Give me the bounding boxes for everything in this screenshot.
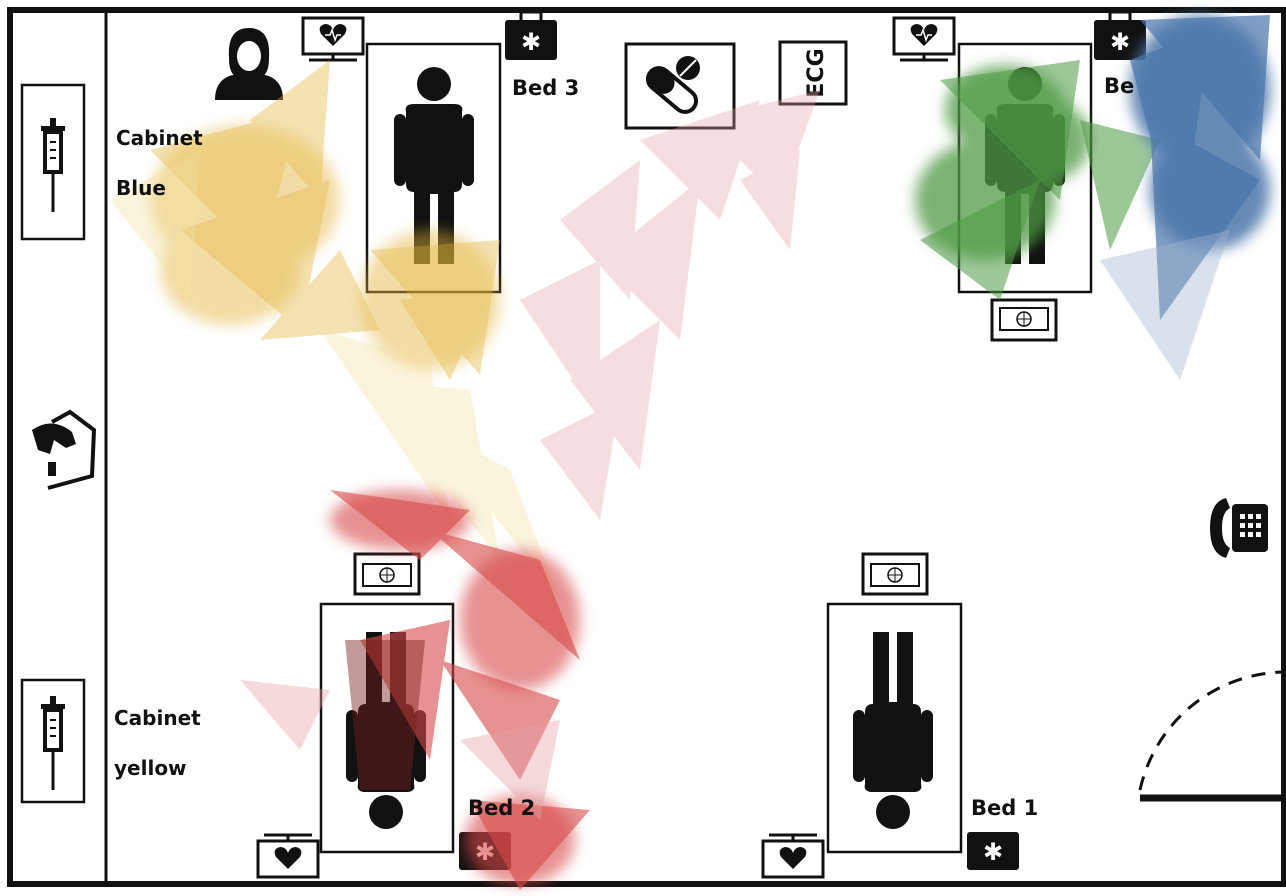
bed-3-label: Bed 3 — [512, 76, 580, 100]
ecg-device-icon: ECG — [778, 40, 848, 106]
cabinet-yellow-line1: Cabinet — [114, 706, 201, 730]
computer-monitor-icon — [353, 552, 421, 596]
medical-kit-icon: ✱ — [967, 832, 1019, 870]
medical-kit-icon: ✱ — [505, 10, 557, 60]
bed-2-label: Bed 2 — [468, 796, 536, 820]
pill-icon — [624, 42, 736, 130]
svg-text:✱: ✱ — [1110, 28, 1130, 56]
hand-sanitizer-icon — [32, 409, 97, 490]
door-swing — [1138, 670, 1285, 802]
syringe-icon — [41, 696, 65, 790]
bed-1-frame — [826, 602, 963, 854]
cabinet-yellow-line2: yellow — [114, 756, 187, 780]
heart-monitor-icon — [256, 833, 320, 879]
heart-monitor-icon — [301, 16, 365, 62]
pink-track — [520, 90, 820, 520]
cabinet-blue-line1: Cabinet — [116, 126, 203, 150]
syringe-icon — [41, 118, 65, 212]
svg-text:✱: ✱ — [983, 838, 1003, 866]
computer-monitor-icon — [861, 552, 929, 596]
room-outer-wall — [7, 7, 1286, 887]
cabinet-blue-line2: Blue — [116, 176, 166, 200]
medical-kit-icon: ✱ — [1094, 10, 1146, 60]
svg-text:✱: ✱ — [521, 28, 541, 56]
bed-2-frame — [319, 602, 455, 854]
bed-1-label: Bed 1 — [971, 796, 1039, 820]
green-track — [915, 60, 1160, 300]
blue-track — [1100, 15, 1270, 380]
nurse-icon — [215, 28, 283, 100]
red-track — [240, 490, 590, 890]
patient-figure-icon — [853, 632, 933, 829]
computer-monitor-icon — [990, 298, 1058, 342]
bed-4-label: Be — [1104, 74, 1135, 98]
wall-phone-icon — [1210, 498, 1268, 558]
heart-monitor-icon — [892, 16, 956, 62]
heart-monitor-icon — [761, 833, 825, 879]
ecg-label: ECG — [804, 48, 829, 97]
patient-figure-icon — [394, 67, 474, 264]
